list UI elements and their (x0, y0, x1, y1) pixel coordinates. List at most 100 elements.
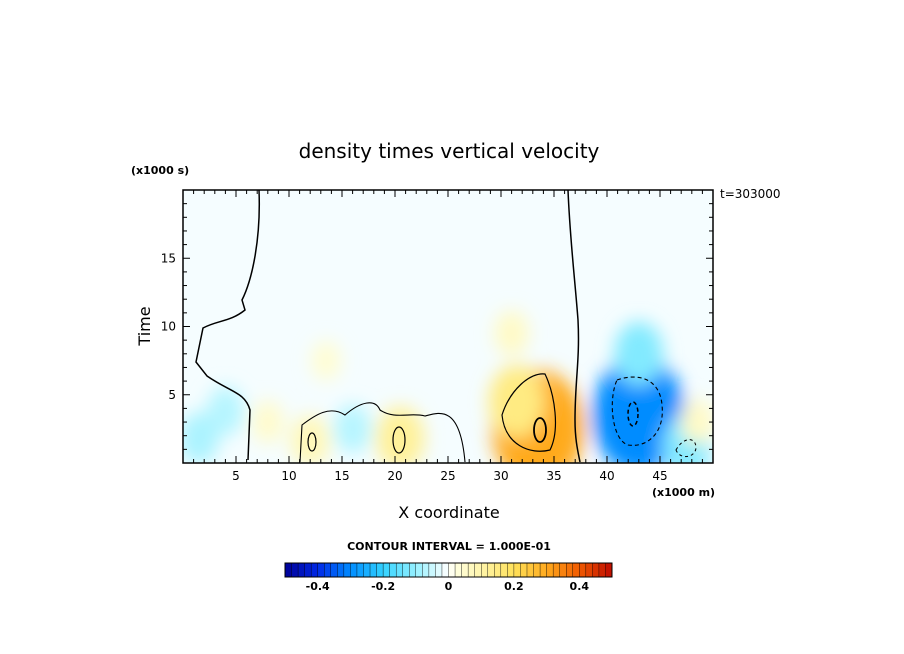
colorbar-cell (533, 562, 541, 578)
x-tick-label: 15 (334, 469, 349, 483)
contour-zero-right (567, 189, 581, 463)
colorbar-cell (435, 562, 443, 578)
colorbar-tick-label: 0 (445, 580, 453, 593)
x-unit-label: (x1000 m) (652, 486, 715, 499)
colorbar-cell (382, 562, 391, 578)
colorbar-cell (415, 562, 423, 578)
field-feature-4 (614, 321, 664, 386)
colorbar-border (284, 562, 613, 578)
x-tick-label: 25 (440, 469, 455, 483)
colorbar-tick-label: -0.4 (306, 580, 330, 593)
contour-positive-small-1 (392, 426, 406, 454)
colorbar-cell (494, 562, 502, 578)
x-tick-label: 35 (546, 469, 561, 483)
x-axis-label: X coordinate (398, 503, 499, 522)
contour-positive-0-2 (533, 417, 547, 443)
colorbar-cell (376, 562, 384, 578)
colorbar-cell (520, 562, 528, 578)
x-tick-label: 40 (599, 469, 614, 483)
colorbar-cell (409, 562, 417, 578)
field-feature-9 (183, 412, 219, 463)
chart-title: density times vertical velocity (299, 139, 600, 163)
contour-negative-0-1 (611, 376, 663, 446)
contour-zero-middle (299, 402, 466, 463)
colorbar-cell (467, 562, 476, 578)
contour-positive-small-2 (307, 432, 317, 452)
colorbar-cell (304, 562, 312, 578)
colorbar-cell (337, 562, 345, 578)
field-feature-1 (488, 365, 545, 439)
y-tick-label: 15 (161, 251, 176, 265)
field-feature-11 (679, 399, 713, 446)
y-tick-label: 5 (168, 388, 176, 402)
colorbar-cell (585, 562, 593, 578)
colorbar-cell (461, 562, 469, 578)
field-feature-8 (207, 386, 244, 436)
field-feature-5 (375, 406, 425, 463)
colorbar-cell (559, 562, 567, 578)
time-stamp: t=303000 (720, 187, 781, 201)
colorbar-cell (513, 562, 521, 578)
colorbar-tick-label: -0.2 (371, 580, 395, 593)
colorbar-cell (546, 562, 554, 578)
colorbar-cell (343, 562, 351, 578)
contour-negative-0-2 (627, 401, 639, 427)
colorbar-cell (324, 562, 332, 578)
colorbar-cell (487, 562, 495, 578)
contour-zero-left (195, 189, 261, 461)
contour-interval-label: CONTOUR INTERVAL = 1.000E-01 (347, 540, 551, 553)
colorbar-cell (441, 562, 449, 578)
colorbar-cell (474, 562, 482, 578)
plot-frame: 5 10 15 20 25 30 35 40 45 5 10 15 (161, 189, 714, 483)
colorbar-cell (369, 562, 378, 578)
colorbar-cell (552, 562, 561, 578)
x-tick-label: 30 (493, 469, 508, 483)
x-tick-label: 5 (232, 469, 240, 483)
colorbar-cell (291, 562, 299, 578)
field-feature-12 (311, 340, 341, 381)
field-feature-13 (251, 400, 284, 444)
colorbar-cell (566, 562, 574, 578)
x-tick-label: 45 (652, 469, 667, 483)
colorbar-cell (330, 562, 338, 578)
contour-positive-0-1 (501, 373, 556, 452)
colorbar-cell (428, 562, 436, 578)
colorbar-cell (363, 562, 371, 578)
y-tick-label: 10 (161, 320, 176, 334)
colorbar-cell (422, 562, 430, 578)
colorbar-cell (310, 562, 319, 578)
colorbar-cell (579, 562, 587, 578)
colorbar-cell (454, 562, 463, 578)
colorbar-cell (389, 562, 397, 578)
y-unit-label: (x1000 s) (131, 164, 189, 177)
colorbar: -0.4 -0.2 0 0.2 0.4 (284, 562, 613, 593)
colorbar-cell (284, 562, 293, 578)
colorbar-cell (526, 562, 535, 578)
colorbar-cell (592, 562, 600, 578)
heatmap-field (183, 190, 713, 463)
colorbar-cell (598, 562, 606, 578)
colorbar-cell (317, 562, 325, 578)
colorbar-cell (500, 562, 508, 578)
colorbar-cell (402, 562, 410, 578)
colorbar-cell (481, 562, 489, 578)
contour-lines (195, 189, 697, 463)
colorbar-cell (539, 562, 548, 578)
colorbar-cell (356, 562, 364, 578)
colorbar-cell (572, 562, 580, 578)
colorbar-tick-label: 0.4 (570, 580, 590, 593)
colorbar-cell (605, 562, 613, 578)
colorbar-cell (395, 562, 404, 578)
colorbar-tick-label: 0.2 (504, 580, 524, 593)
field-feature-2 (494, 310, 529, 357)
colorbar-cell (297, 562, 306, 578)
colorbar-cell (507, 562, 515, 578)
colorbar-cell (448, 562, 456, 578)
field-feature-7 (334, 404, 371, 454)
x-tick-label: 20 (387, 469, 402, 483)
contour-negative-small (675, 439, 697, 457)
x-tick-label: 10 (281, 469, 296, 483)
colorbar-cell (350, 562, 358, 578)
y-axis-label: Time (135, 306, 154, 346)
